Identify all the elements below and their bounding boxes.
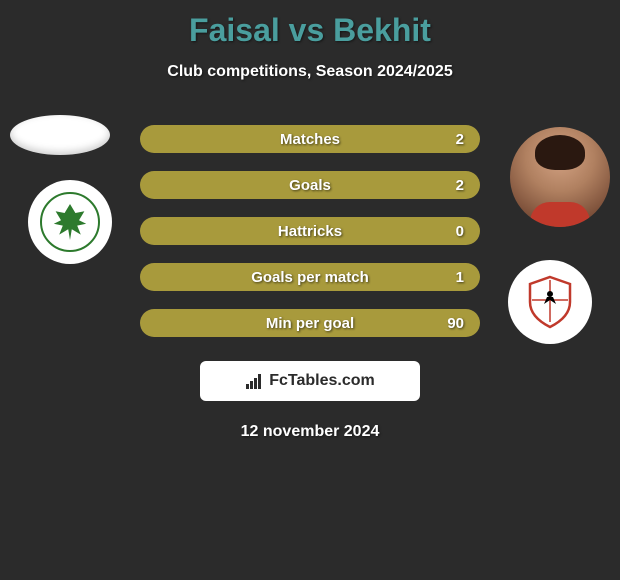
stat-bar-goals: Goals 2 xyxy=(140,171,480,199)
stats-container: Matches 2 Goals 2 Hattricks 0 Goals per … xyxy=(0,121,620,341)
stat-value: 2 xyxy=(456,131,464,148)
comparison-date: 12 november 2024 xyxy=(0,423,620,441)
stat-label: Hattricks xyxy=(278,223,342,240)
stat-value: 90 xyxy=(447,315,464,332)
stat-value: 0 xyxy=(456,223,464,240)
stat-bar-goals-per-match: Goals per match 1 xyxy=(140,263,480,291)
stat-bar-hattricks: Hattricks 0 xyxy=(140,217,480,245)
stat-bar-min-per-goal: Min per goal 90 xyxy=(140,309,480,337)
stat-value: 2 xyxy=(456,177,464,194)
branding-badge: FcTables.com xyxy=(200,361,420,401)
stat-label: Min per goal xyxy=(266,315,354,332)
stat-bar-matches: Matches 2 xyxy=(140,125,480,153)
stat-row: Min per goal 90 xyxy=(0,305,620,341)
comparison-title: Faisal vs Bekhit xyxy=(0,0,620,49)
stat-label: Goals xyxy=(289,177,331,194)
stat-row: Matches 2 xyxy=(0,121,620,157)
stat-row: Hattricks 0 xyxy=(0,213,620,249)
stat-label: Matches xyxy=(280,131,340,148)
stat-label: Goals per match xyxy=(251,269,369,286)
chart-icon xyxy=(245,372,263,390)
branding-text: FcTables.com xyxy=(269,372,375,390)
stat-value: 1 xyxy=(456,269,464,286)
stat-row: Goals 2 xyxy=(0,167,620,203)
stat-row: Goals per match 1 xyxy=(0,259,620,295)
comparison-subtitle: Club competitions, Season 2024/2025 xyxy=(0,63,620,81)
